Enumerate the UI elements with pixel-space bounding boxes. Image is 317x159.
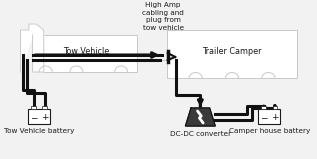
Text: Trailer Camper: Trailer Camper [202, 48, 262, 56]
Bar [42, 106, 47, 108]
Bar [167, 30, 297, 78]
Text: DC-DC converter: DC-DC converter [170, 131, 231, 137]
Text: −: − [260, 113, 268, 122]
Bar [273, 106, 277, 108]
Text: −: − [30, 113, 37, 122]
Bar [33, 35, 137, 72]
Text: High Amp
cabling and
plug from
tow vehicle: High Amp cabling and plug from tow vehic… [142, 2, 184, 31]
Text: +: + [41, 113, 49, 122]
Polygon shape [185, 108, 215, 126]
Polygon shape [21, 24, 44, 72]
Bar [31, 106, 36, 108]
Text: +: + [271, 113, 279, 122]
Text: Camper house battery: Camper house battery [229, 128, 310, 135]
Bar [258, 108, 281, 124]
Text: Tow Vehicle battery: Tow Vehicle battery [4, 128, 74, 135]
Bar [28, 108, 50, 124]
Text: Tow Vehicle: Tow Vehicle [62, 48, 109, 56]
Bar [262, 106, 266, 108]
